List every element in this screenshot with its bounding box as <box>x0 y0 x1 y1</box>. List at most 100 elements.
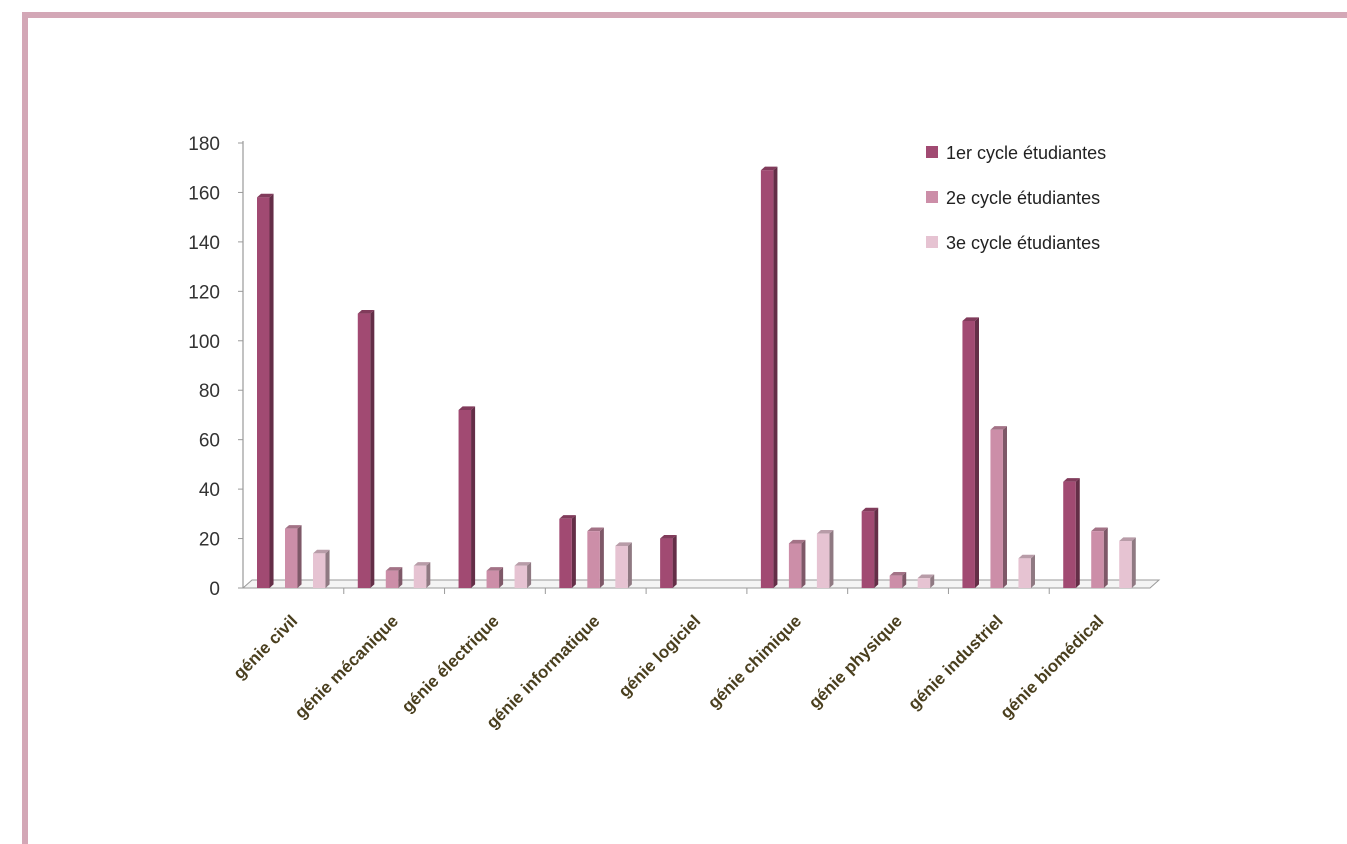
bar-front <box>1091 531 1104 588</box>
bar-top <box>660 534 677 539</box>
bar-front <box>889 575 903 588</box>
bar-side <box>297 525 302 588</box>
bar-top <box>587 527 604 532</box>
bar-side <box>471 406 476 588</box>
y-tick-label: 180 <box>188 134 220 155</box>
bar-front <box>917 578 931 588</box>
bar <box>1119 537 1136 588</box>
y-tick-label: 40 <box>199 480 220 501</box>
bar <box>1091 527 1108 588</box>
bar-front <box>559 518 572 588</box>
bar-front <box>313 553 326 588</box>
bar-side <box>1103 527 1108 588</box>
bar <box>385 567 403 588</box>
bars <box>257 166 1136 589</box>
bar <box>1063 478 1080 588</box>
bar-front <box>413 565 427 588</box>
bar-top <box>514 562 532 566</box>
bar-side <box>370 309 375 588</box>
bar-top <box>257 193 274 198</box>
bar-top <box>615 542 632 546</box>
bar-front <box>514 565 528 588</box>
bar <box>313 549 330 588</box>
bar-top <box>1018 554 1035 559</box>
bar-top <box>861 507 879 512</box>
bar <box>615 542 632 588</box>
bar-side <box>874 507 879 588</box>
bar <box>788 539 806 588</box>
bar-front <box>760 170 774 588</box>
bar-side <box>398 567 403 588</box>
bar-top <box>313 549 330 554</box>
bar <box>889 572 907 588</box>
axes <box>241 141 1161 594</box>
bar <box>357 309 375 588</box>
bar <box>413 562 431 588</box>
bar <box>760 166 778 588</box>
x-category-label: génie logiciel <box>615 611 705 701</box>
bar-front <box>1119 541 1132 588</box>
frame-top-border <box>22 12 1347 18</box>
bar-front <box>615 545 628 588</box>
bar-top <box>1063 478 1080 482</box>
bar-front <box>1063 481 1076 588</box>
x-category-label: génie informatique <box>483 611 604 732</box>
bar-front <box>788 543 802 588</box>
bar <box>285 525 302 588</box>
bar <box>514 562 532 588</box>
bar <box>559 515 576 588</box>
bar-side <box>1030 554 1035 588</box>
bar-front <box>660 538 673 588</box>
bar-side <box>1002 426 1007 588</box>
bar-side <box>801 539 806 588</box>
y-tick-label: 0 <box>209 579 220 600</box>
bar-front <box>990 429 1003 588</box>
bar-side <box>974 317 979 588</box>
y-tick-label: 160 <box>188 183 220 204</box>
bar-front <box>587 531 600 588</box>
x-category-label: génie biomédical <box>997 611 1108 722</box>
bar-side <box>672 534 677 588</box>
bar-front <box>861 511 875 588</box>
bar-side <box>829 530 834 588</box>
y-tick-labels: 0 20 40 60 80 100 120 140 160 180 <box>188 134 243 600</box>
legend-label: 2e cycle étudiantes <box>946 188 1100 208</box>
bar-top <box>458 406 476 410</box>
legend-label: 3e cycle étudiantes <box>946 233 1100 253</box>
bar-side <box>426 562 431 588</box>
bar-top <box>559 515 576 519</box>
bar-top <box>357 309 375 314</box>
y-tick-label: 20 <box>199 530 220 551</box>
bar-top <box>788 539 806 544</box>
x-category-label: génie industriel <box>904 611 1006 713</box>
bar-side <box>499 567 504 588</box>
x-category-label: génie mécanique <box>291 611 402 722</box>
bar-side <box>1075 478 1080 588</box>
y-tick-label: 100 <box>188 332 220 353</box>
bar-front <box>486 570 500 588</box>
bar-side <box>627 542 632 588</box>
bar <box>917 574 935 588</box>
bar-top <box>486 567 504 571</box>
bar-front <box>285 528 298 588</box>
bar-top <box>889 572 907 576</box>
bar-front <box>458 410 472 588</box>
bar-side <box>571 515 576 588</box>
x-category-label: génie électrique <box>398 611 503 716</box>
bar-top <box>1091 527 1108 532</box>
bar-side <box>930 574 935 588</box>
bar-top <box>962 317 979 321</box>
x-category-label: génie civil <box>230 611 302 683</box>
bar <box>587 527 604 588</box>
bar <box>458 406 476 588</box>
bar <box>1018 554 1035 588</box>
bar-side <box>773 166 778 588</box>
legend-swatch <box>926 191 938 203</box>
bar-side <box>527 562 532 588</box>
bar-top <box>917 574 935 579</box>
frame-left-border <box>22 12 28 844</box>
bar-side <box>902 572 907 588</box>
x-category-label: génie physique <box>805 611 906 712</box>
bar-top <box>990 426 1007 430</box>
